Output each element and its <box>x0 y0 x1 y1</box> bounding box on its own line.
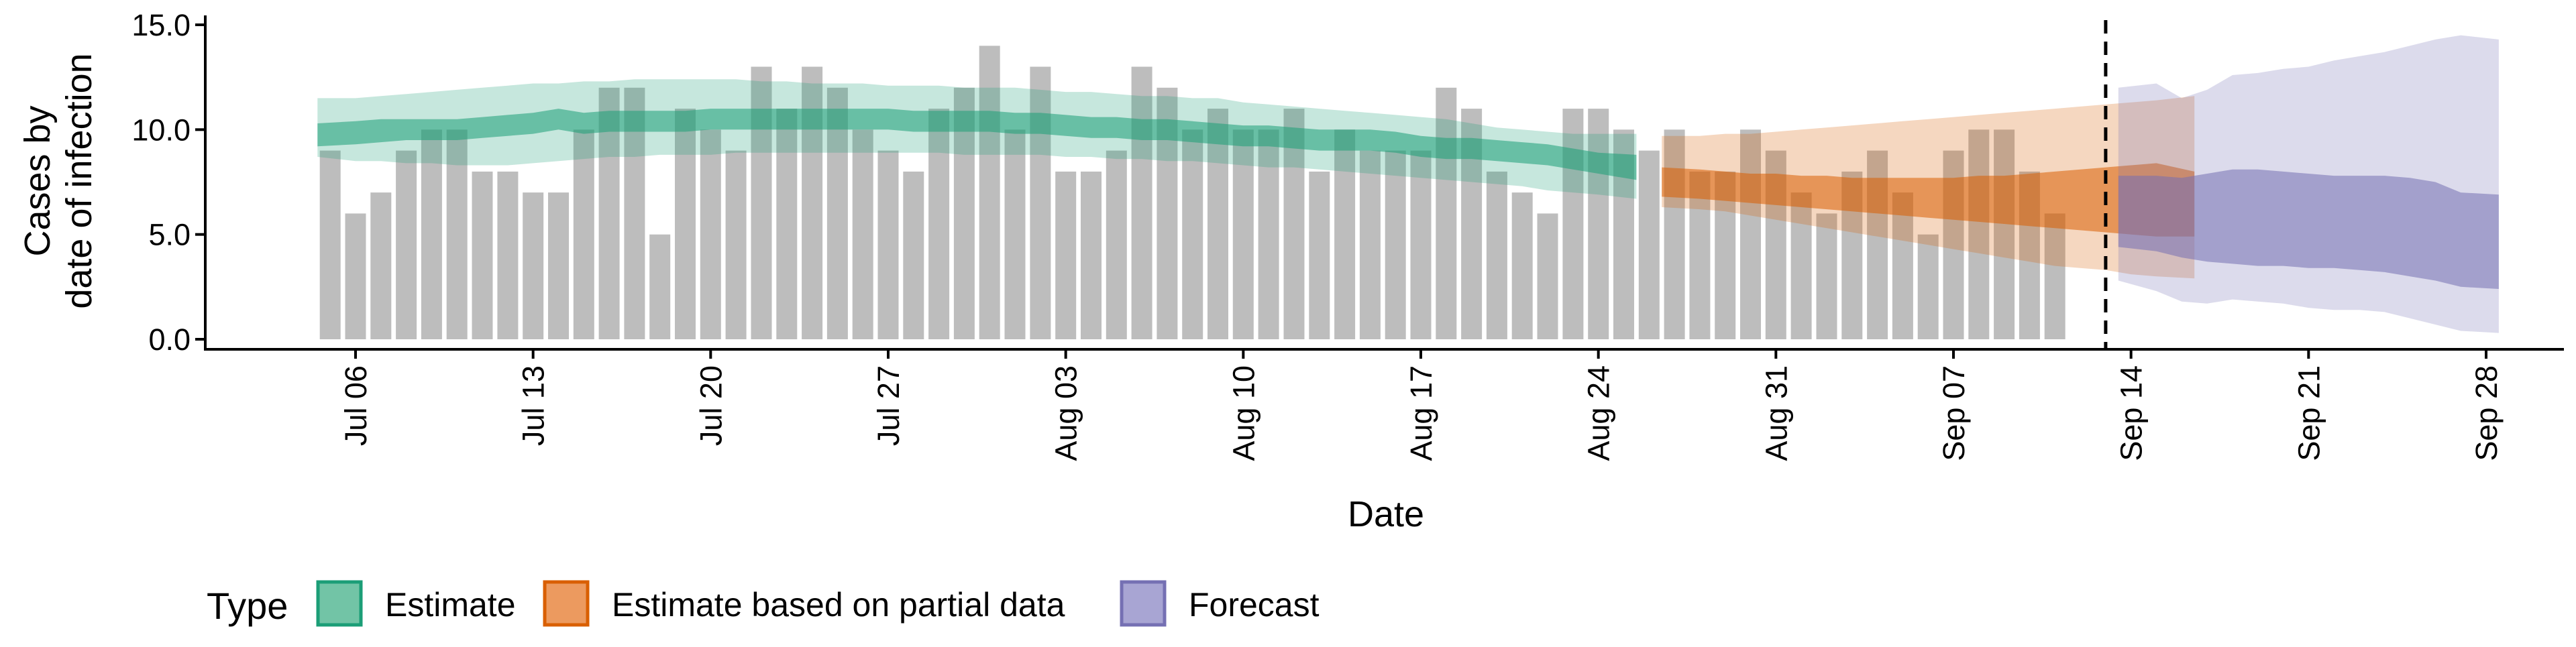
case-bar <box>1232 129 1254 340</box>
x-tick-label: Sep 21 <box>2292 365 2326 461</box>
x-tick-label: Aug 31 <box>1759 365 1793 461</box>
legend: Type Estimate Estimate based on partial da… <box>207 580 1320 627</box>
case-bar <box>472 171 493 339</box>
case-bar <box>776 109 798 339</box>
case-bar <box>1030 66 1051 339</box>
case-bar <box>1309 171 1330 339</box>
case-bar <box>1359 150 1381 339</box>
y-tick-label: 5.0 <box>148 218 191 252</box>
x-tick-label: Jul 27 <box>871 365 906 446</box>
band-layer <box>317 35 2499 333</box>
case-bar <box>1588 109 1609 339</box>
x-tick-label: Jul 06 <box>339 365 373 446</box>
x-tick-label: Jul 20 <box>694 365 728 446</box>
case-bar <box>2044 213 2065 339</box>
case-bar <box>1816 213 1837 339</box>
y-tick-label: 15.0 <box>131 8 191 42</box>
case-bar <box>1562 109 1584 339</box>
case-bar <box>852 129 873 340</box>
case-bar <box>1385 150 1406 339</box>
case-bar <box>1638 150 1660 339</box>
y-axis-title: Cases bydate of infection <box>17 53 99 308</box>
case-bar <box>548 192 569 339</box>
case-bar <box>1081 171 1102 339</box>
y-axis-title-line-1: Cases by <box>17 105 58 256</box>
legend-key-0 <box>316 580 363 627</box>
case-bar <box>979 46 1000 340</box>
case-bar <box>1740 129 1761 340</box>
band-outer-0 <box>317 79 1637 199</box>
y-axis-title-line-2: date of infection <box>59 53 99 308</box>
case-bar <box>396 150 417 339</box>
case-bar <box>1208 109 1228 339</box>
case-bar <box>1004 129 1026 340</box>
legend-label-0: Estimate <box>385 586 516 624</box>
case-bar <box>370 192 392 339</box>
case-bar <box>1334 129 1356 340</box>
legend-title: Type <box>207 585 288 627</box>
band-inner-2 <box>2118 169 2499 289</box>
x-tick-label: Jul 13 <box>517 365 551 446</box>
case-bar <box>1106 150 1127 339</box>
case-bar <box>649 234 671 339</box>
x-tick-label: Sep 28 <box>2469 365 2504 461</box>
case-bar <box>877 150 899 339</box>
case-bar <box>319 150 341 339</box>
x-tick-label: Aug 10 <box>1226 365 1260 461</box>
x-tick-label: Aug 17 <box>1404 365 1438 461</box>
y-tick-label: 0.0 <box>148 322 191 357</box>
case-bar <box>345 213 366 339</box>
x-tick-label: Aug 03 <box>1049 365 1083 461</box>
case-bar <box>826 87 848 340</box>
case-bar <box>1410 150 1432 339</box>
case-bar <box>1892 192 1913 339</box>
case-bar <box>1055 171 1077 339</box>
axes-layer: 0.0 5.0 10.0 15.0 Jul 06 Jul 13 Jul 20 Jul 27 Au… <box>17 8 2564 534</box>
band-inner-0 <box>317 109 1637 180</box>
case-bar <box>1511 192 1533 339</box>
bar-layer <box>319 46 2065 340</box>
case-bar <box>1689 171 1711 339</box>
legend-key-2 <box>1120 580 1167 627</box>
x-tick-label: Sep 14 <box>2114 365 2149 461</box>
case-bar <box>1436 87 1457 340</box>
y-tick-label: 10.0 <box>131 113 191 147</box>
case-bar <box>700 129 721 340</box>
legend-label-2: Forecast <box>1189 586 1320 624</box>
case-bar <box>1968 129 1990 340</box>
case-bar <box>523 192 544 339</box>
case-bar <box>1182 129 1203 340</box>
case-bar <box>1790 192 1812 339</box>
case-bar <box>1131 66 1152 339</box>
case-bar <box>573 129 594 340</box>
case-bar <box>1917 234 1939 339</box>
band-inner-1 <box>1662 163 2195 237</box>
case-bar <box>1994 129 2015 340</box>
x-tick-label: Aug 24 <box>1582 365 1616 461</box>
case-bar <box>421 129 442 340</box>
case-bar <box>497 171 519 339</box>
x-axis-title: Date <box>1348 494 1424 534</box>
case-bar <box>1258 129 1279 340</box>
case-bar <box>1537 213 1558 339</box>
case-bar <box>1664 129 1685 340</box>
case-bar <box>928 109 950 339</box>
case-bar <box>725 150 747 339</box>
x-tick-label: Sep 07 <box>1937 365 1971 461</box>
case-bar <box>675 109 696 339</box>
legend-key-1 <box>543 580 590 627</box>
case-bar <box>903 171 924 339</box>
legend-label-1: Estimate based on partial data <box>612 586 1065 624</box>
case-bar <box>446 129 468 340</box>
case-bar <box>1486 171 1507 339</box>
